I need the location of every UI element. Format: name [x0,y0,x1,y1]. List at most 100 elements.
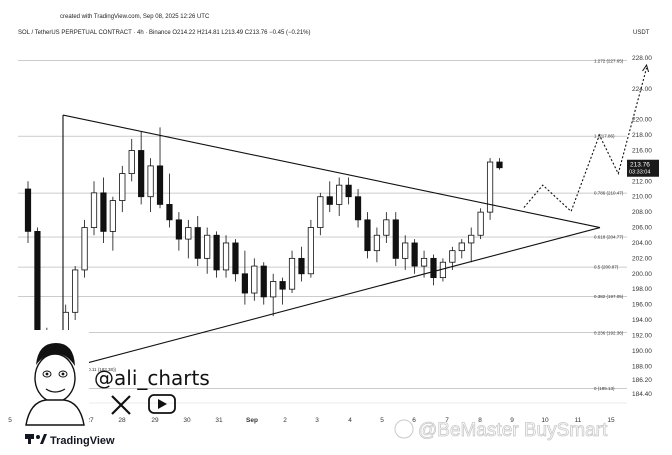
candle-body [156,165,164,205]
candle-body [317,196,324,228]
candle-body [270,281,277,298]
time-tick-label: 10 [541,417,549,424]
avatar [17,330,89,426]
candle-body [213,234,220,271]
watermark-text: @BeMaster BuySmart [418,420,608,441]
price-tick-label: 202.00 [632,255,652,262]
candle-body [166,204,173,221]
price-tick-label: 224.00 [632,86,652,93]
candle-body [241,273,248,294]
watermark: @BeMaster BuySmart [394,419,608,441]
symbol-info: SOL / TetherUS PERPETUAL CONTRACT · 4h ·… [18,30,311,36]
price-tag-countdown: 03:33:04 [629,170,650,176]
play-icon[interactable] [148,394,176,414]
candle-body [119,173,126,201]
projection-path [523,67,648,213]
candle-body [477,211,484,236]
price-tick-label: 188.00 [632,363,652,370]
fib-label: 0.236 (192.36) [594,330,624,335]
time-tick-label: 7 [445,417,449,424]
fib-label: 0.5 (200.87) [594,265,619,270]
candle-body [449,250,456,263]
fib-label: (−0.11 (183.38)) [84,367,117,372]
candle-body [100,192,107,232]
x-logo-icon[interactable] [111,395,131,415]
candle-body [204,234,211,259]
price-tick-label: 198.00 [632,286,652,293]
fib-label: 1.272 (227.65) [594,58,624,63]
price-tick-label: 184.40 [632,391,652,398]
candle-body [72,269,79,313]
time-tick-label: 4 [348,417,352,424]
time-tick-label: 5 [8,417,12,424]
price-tick-label: 190.00 [632,348,652,355]
fib-label: 0.618 (204.77) [594,235,624,240]
candle-body [24,188,32,232]
candle-body [411,242,418,267]
candle-body [486,161,494,213]
candle-body [298,257,305,275]
candle-body [420,257,428,267]
price-tick-label: 228.00 [632,55,652,62]
candle-body [345,184,352,198]
candle-body [260,265,267,298]
candle-body [138,150,145,198]
price-tick-label: 206.00 [632,225,652,232]
candle-body [194,227,201,259]
candles [24,127,503,386]
time-tick-label: 8 [478,417,482,424]
price-tick-label: 216.00 [632,147,652,154]
price-tick-label: 196.00 [632,302,652,309]
candle-body [373,234,381,252]
candle-body [354,196,362,221]
fib-label: 0.382 (197.05) [594,294,624,299]
fib-label: 0 (185.13) [594,386,615,391]
price-tag: 213.76 03:33:04 [627,159,659,177]
candle-body [392,219,399,259]
candle-body [109,200,116,232]
candle-body [288,257,296,290]
candle-body [251,265,258,294]
price-tick-label: 210.00 [632,194,652,201]
candle-body [307,227,315,275]
time-tick-label: 9 [510,417,514,424]
price-tick-label: 194.00 [632,317,652,324]
time-tick-label: 15 [607,417,615,424]
time-tick-label: 6 [412,417,416,424]
fib-label: 0.786 (210.47) [594,191,624,196]
candle-body [34,230,41,344]
candle-body [147,165,154,198]
time-tick-label: 29 [151,417,159,424]
candle-body [185,227,192,240]
time-tick-label: 3 [315,417,319,424]
candle-body [326,196,333,205]
price-tick-label: 218.00 [632,132,652,139]
price-axis[interactable]: 184.40 186.20 188.00 190.00 192.00 194.00 196.… [632,55,652,398]
price-tick-label: 212.00 [632,178,652,185]
candle-body [383,219,390,236]
candle-body [458,242,465,252]
candle-body [496,161,503,169]
time-tick-label: 2 [283,417,287,424]
time-tick-label: Sep [246,417,258,424]
candle-body [279,281,286,290]
price-tick-label: 186.20 [632,377,652,384]
candle-body [175,219,182,240]
candle-body [232,242,239,275]
price-tick-label: 200.00 [632,271,652,278]
handle-text: @ali_charts [94,366,210,390]
candle-body [468,234,475,244]
pattern-drawings [62,63,650,370]
time-tick-label: 27 [86,417,94,424]
candle-body [90,192,98,228]
time-tick-label: 5 [380,417,384,424]
projection-arrowhead [642,63,650,73]
price-tag-value: 213.76 [630,162,650,169]
created-caption: created with TradingView.com, Sep 08, 20… [60,14,210,20]
time-tick-label: 31 [215,417,223,424]
price-tick-label: 208.00 [632,209,652,216]
candle-body [430,257,437,279]
time-tick-label: 30 [183,417,191,424]
price-tick-label: 192.00 [632,332,652,339]
